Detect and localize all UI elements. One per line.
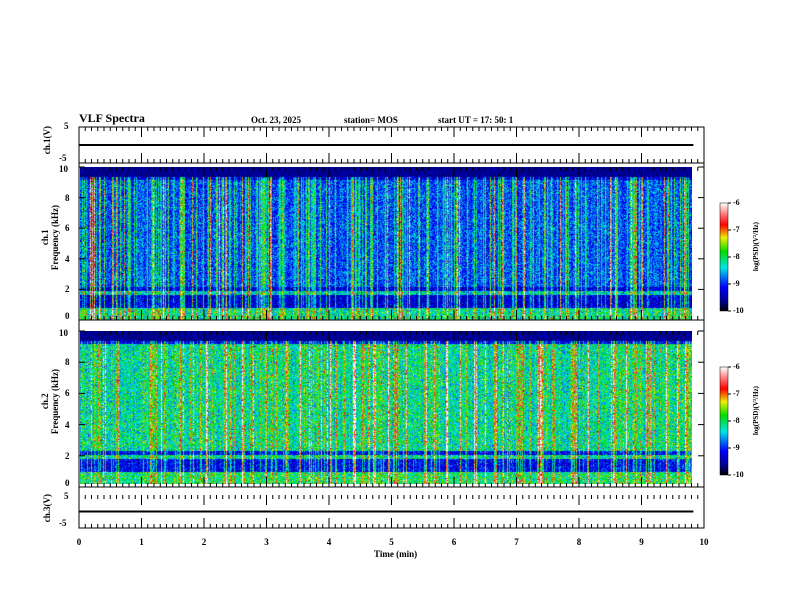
y-tick-label: 4	[65, 419, 70, 430]
y-tick-label: 8	[65, 357, 70, 368]
ch1-spec-ylabel: ch.1 Frequency (kHz)	[40, 205, 60, 270]
y-tick-label: 8	[65, 192, 70, 203]
colorbar-tick-label: -9	[733, 279, 740, 288]
ch1-ylabel: ch.1(V)	[42, 126, 52, 155]
x-tick-label: 1	[139, 537, 144, 547]
x-tick-label: 3	[264, 537, 269, 547]
x-tick-label: 2	[201, 537, 207, 547]
y-tick-label: 4	[65, 253, 70, 264]
colorbar-tick-label: -9	[733, 443, 740, 452]
colorbar2-label: log(PSD)(V²/Hz)	[752, 386, 760, 436]
x-tick-label: 6	[451, 537, 457, 547]
ch3-ylabel: ch.3(V)	[42, 494, 52, 523]
y-tick-label: 10	[59, 164, 68, 174]
ch2-colorbar	[720, 367, 728, 475]
colorbar-tick-label: -10	[733, 306, 744, 315]
ylabel-frequency: Frequency (kHz)	[50, 369, 60, 435]
y-tick-label: 2	[65, 450, 70, 461]
y-tick-label: 0	[65, 311, 70, 321]
colorbar-tick-label: -10	[733, 470, 744, 479]
x-tick-label: 10	[699, 537, 709, 547]
outer-frame	[78, 126, 705, 529]
y-tick-label: 5	[64, 491, 69, 501]
ylabel-frequency: Frequency (kHz)	[50, 205, 60, 271]
x-tick-label: 9	[639, 537, 644, 547]
x-tick-label: 7	[514, 537, 519, 547]
ch1-colorbar	[720, 203, 728, 311]
ch2-spectrogram-image	[80, 331, 692, 484]
colorbar-tick-label: -7	[733, 225, 740, 234]
y-tick-label: 6	[65, 223, 70, 234]
start-time-label: start UT = 17: 50: 1	[438, 115, 514, 125]
colorbar-tick-label: -8	[733, 416, 740, 425]
colorbar-frame	[719, 366, 729, 476]
colorbar-frame	[719, 202, 729, 312]
y-tick-label: -5	[59, 518, 67, 528]
colorbar-tick-label: -8	[733, 252, 740, 261]
y-tick-label: 0	[65, 478, 70, 488]
x-tick-label: 0	[76, 537, 82, 547]
x-tick-label: 8	[576, 537, 582, 547]
ch1-spectrogram-image	[80, 167, 692, 320]
figure-title: VLF Spectra	[79, 111, 145, 125]
colorbar1-label: log(PSD)(V²/Hz)	[752, 222, 760, 272]
colorbar-tick-label: -7	[733, 389, 740, 398]
colorbar-tick-label: -6	[733, 362, 740, 371]
ylabel-channel: ch.1	[40, 229, 50, 246]
y-tick-label: 6	[65, 388, 70, 399]
y-tick-label: -5	[59, 153, 67, 163]
x-axis-label: Time (min)	[374, 549, 418, 559]
y-tick-label: 2	[65, 284, 70, 295]
colorbar-tick-label: -6	[733, 198, 740, 207]
x-tick-label: 4	[326, 537, 332, 547]
x-tick-label: 5	[389, 537, 394, 547]
y-tick-label: 10	[59, 328, 68, 338]
y-tick-label: 5	[64, 121, 69, 131]
ylabel-channel: ch.2	[40, 393, 50, 410]
station-label: station= MOS	[344, 115, 398, 125]
ch2-spec-ylabel: ch.2 Frequency (kHz)	[40, 369, 60, 434]
date-label: Oct. 23, 2025	[251, 115, 301, 125]
